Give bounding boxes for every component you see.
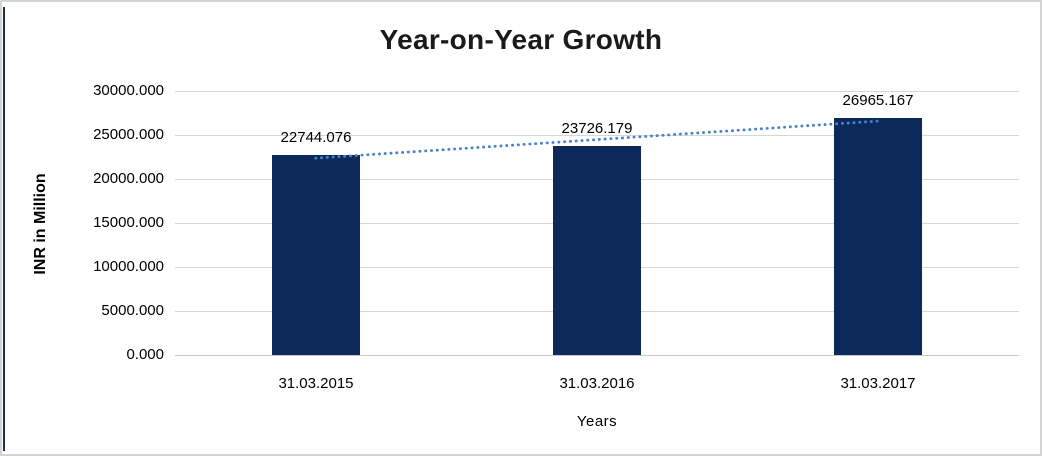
bar <box>834 118 922 355</box>
y-tick-label: 10000.000 <box>93 258 164 275</box>
y-tick-label: 30000.000 <box>93 82 164 99</box>
x-tick-label: 31.03.2017 <box>840 375 916 392</box>
y-tick-label: 15000.000 <box>93 214 164 231</box>
left-edge-line <box>3 7 5 451</box>
y-tick-label: 0.000 <box>126 346 164 363</box>
trendline <box>314 119 880 160</box>
y-tick-label: 20000.000 <box>93 170 164 187</box>
data-label: 22744.076 <box>280 129 352 146</box>
gridline <box>175 91 1019 92</box>
x-axis-title: Years <box>576 413 618 430</box>
y-tick-label: 25000.000 <box>93 126 164 143</box>
bar <box>553 146 641 355</box>
bar <box>272 155 360 355</box>
gridline <box>175 135 1019 136</box>
plot-area: 22744.076 23726.179 26965.167 <box>175 91 1019 356</box>
data-label: 26965.167 <box>842 92 914 109</box>
x-axis-line <box>175 355 1019 356</box>
x-tick-label: 31.03.2016 <box>559 375 635 392</box>
x-tick-label: 31.03.2015 <box>278 375 354 392</box>
chart-title: Year-on-Year Growth <box>379 24 663 55</box>
data-label: 23726.179 <box>561 120 633 137</box>
y-tick-label: 5000.000 <box>101 302 164 319</box>
